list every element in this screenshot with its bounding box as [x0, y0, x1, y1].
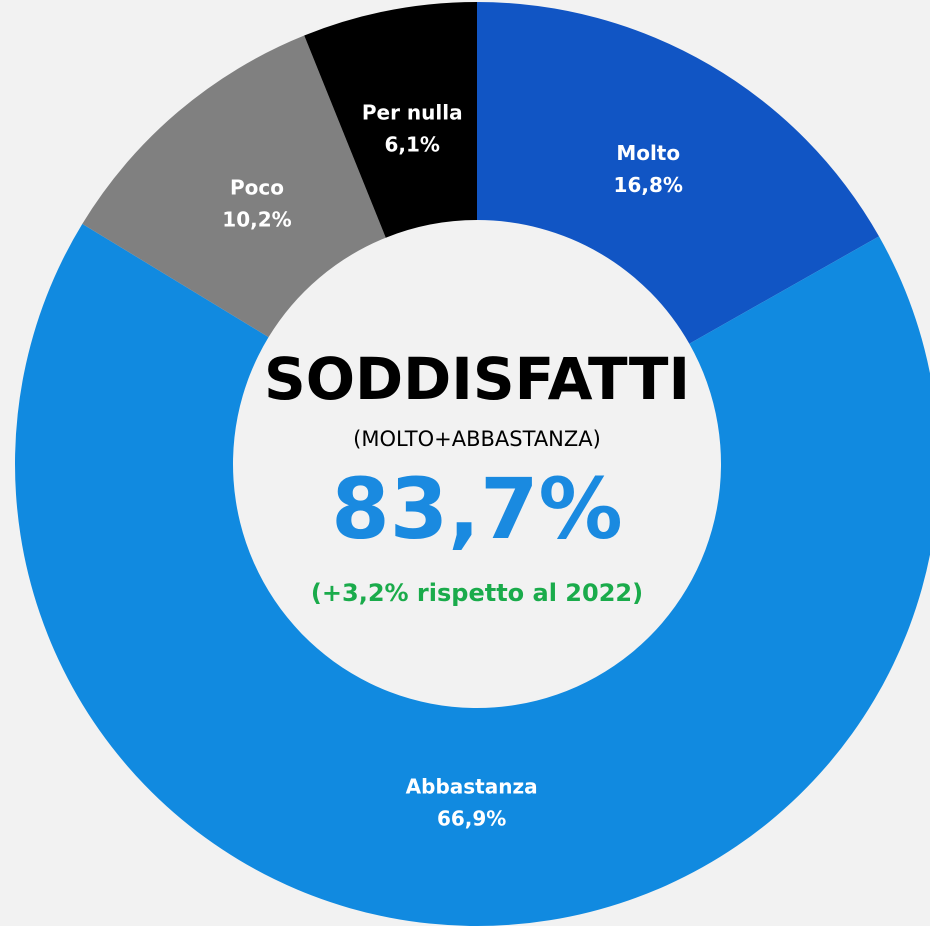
- slice-name: Molto: [616, 141, 680, 165]
- slice-value-label: 16,8%: [614, 173, 683, 197]
- slice-name: Poco: [230, 175, 284, 199]
- slice-value-label: 10,2%: [222, 207, 291, 231]
- slice-value-label: 6,1%: [385, 133, 440, 157]
- center-value: 83,7%: [331, 460, 622, 558]
- center-subtitle: (MOLTO+ABBASTANZA): [353, 427, 601, 451]
- slice: [304, 2, 477, 238]
- center-note: (+3,2% rispetto al 2022): [311, 579, 643, 607]
- slices: [15, 2, 930, 926]
- slice-name: Per nulla: [362, 101, 463, 125]
- slice: [477, 2, 880, 344]
- slice-name: Abbastanza: [406, 774, 538, 798]
- slice: [15, 223, 930, 926]
- slice: [82, 35, 386, 338]
- slice-value-label: 66,9%: [437, 806, 506, 830]
- center-title: SODDISFATTI: [264, 345, 690, 413]
